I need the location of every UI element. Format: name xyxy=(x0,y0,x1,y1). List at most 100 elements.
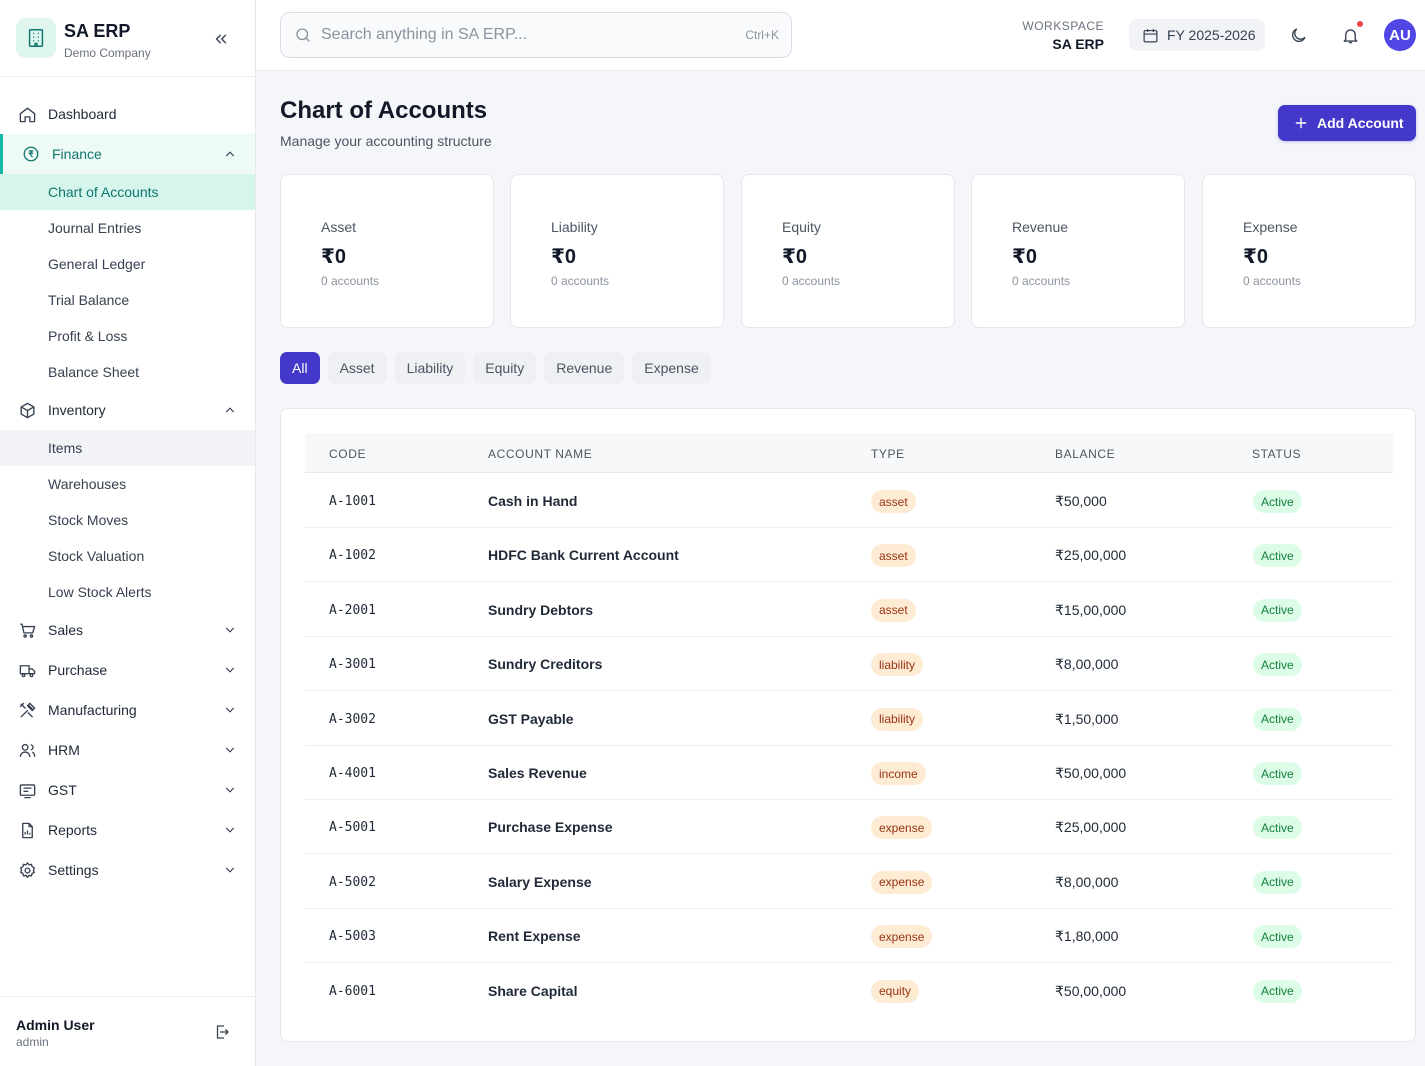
table-header: CODE ACCOUNT NAME TYPE BALANCE STATUS xyxy=(305,433,1393,473)
account-code: A-1001 xyxy=(329,494,376,509)
column-header-status[interactable]: STATUS xyxy=(1252,447,1302,461)
sidebar-item-low-stock-alerts[interactable]: Low Stock Alerts xyxy=(48,584,152,600)
chevron-down-icon xyxy=(222,782,238,798)
sidebar-item-warehouses[interactable]: Warehouses xyxy=(48,476,127,492)
notification-dot xyxy=(1356,20,1364,28)
sidebar-item-balance-sheet[interactable]: Balance Sheet xyxy=(48,364,140,380)
summary-card-asset: Asset ₹0 0 accounts xyxy=(280,174,494,328)
account-name: Share Capital xyxy=(488,982,578,999)
account-code: A-5001 xyxy=(329,820,376,836)
status-badge: Active xyxy=(1253,598,1302,622)
card-count: 0 accounts xyxy=(551,274,610,288)
filter-tab-expense[interactable]: Expense xyxy=(632,352,711,384)
table-row[interactable]: A-3002 GST Payable liability ₹1,50,000 Activ… xyxy=(305,692,1393,746)
chevron-down-icon xyxy=(222,862,238,878)
column-header-type[interactable]: TYPE xyxy=(871,447,905,461)
box-icon xyxy=(17,400,37,420)
sidebar-item-journal-entries[interactable]: Journal Entries xyxy=(48,220,142,236)
sidebar-item-general-ledger[interactable]: General Ledger xyxy=(48,256,146,272)
collapse-sidebar-icon[interactable] xyxy=(209,27,233,51)
sidebar-item-profit-loss[interactable]: Profit & Loss xyxy=(48,328,128,344)
sidebar-item-gst[interactable]: GST xyxy=(0,770,255,810)
filter-tab-revenue[interactable]: Revenue xyxy=(544,352,625,384)
account-name: Sales Revenue xyxy=(488,765,587,781)
card-label: Liability xyxy=(551,219,598,235)
card-count: 0 accounts xyxy=(1012,274,1071,288)
card-value: ₹0 xyxy=(782,246,808,268)
sidebar-item-items[interactable]: Items xyxy=(0,430,255,466)
sidebar-item-settings[interactable]: Settings xyxy=(0,850,255,890)
sidebar-item-inventory[interactable]: Inventory xyxy=(0,390,255,430)
logout-icon[interactable] xyxy=(211,1021,233,1043)
status-badge: Active xyxy=(1253,816,1302,840)
account-balance: ₹1,50,000 xyxy=(1055,710,1119,727)
filter-tab-all[interactable]: All xyxy=(280,352,320,384)
status-badge: Active xyxy=(1253,870,1302,894)
users-icon xyxy=(17,740,37,760)
add-account-button[interactable]: Add Account xyxy=(1278,105,1416,141)
card-label: Revenue xyxy=(1012,219,1069,235)
fiscal-year-button[interactable]: FY 2025-2026 xyxy=(1129,19,1265,51)
account-balance: ₹25,00,000 xyxy=(1055,819,1127,836)
column-header-account-name[interactable]: ACCOUNT NAME xyxy=(488,447,593,461)
page-subtitle: Manage your accounting structure xyxy=(280,133,492,149)
sidebar-item-stock-valuation[interactable]: Stock Valuation xyxy=(48,548,145,564)
sidebar: SA ERP Demo Company Dashboard Finance Ch… xyxy=(0,0,256,1066)
filter-tab-equity[interactable]: Equity xyxy=(473,352,537,384)
truck-icon xyxy=(17,660,37,680)
account-code: A-4001 xyxy=(329,766,376,781)
table-row[interactable]: A-5003 Rent Expense expense ₹1,80,000 Active xyxy=(305,909,1393,964)
sidebar-item-label: Manufacturing xyxy=(48,702,137,718)
chevron-down-icon xyxy=(222,662,238,678)
type-badge: asset xyxy=(871,544,916,568)
status-badge: Active xyxy=(1253,707,1302,731)
account-name: Purchase Expense xyxy=(488,819,613,836)
type-badge: liability xyxy=(871,707,924,731)
status-badge: Active xyxy=(1253,979,1302,1003)
status-badge: Active xyxy=(1253,925,1302,949)
account-balance: ₹8,00,000 xyxy=(1055,873,1119,890)
filter-tab-liability[interactable]: Liability xyxy=(394,352,466,384)
table-row[interactable]: A-1001 Cash in Hand asset ₹50,000 Active xyxy=(305,474,1393,528)
table-row[interactable]: A-5001 Purchase Expense expense ₹25,00,000 A… xyxy=(305,800,1393,855)
account-name: Rent Expense xyxy=(488,928,581,945)
table-row[interactable]: A-5002 Salary Expense expense ₹8,00,000 Acti… xyxy=(305,855,1393,909)
account-name: Sundry Debtors xyxy=(488,601,594,618)
account-code: A-3001 xyxy=(329,657,376,673)
sidebar-item-reports[interactable]: Reports xyxy=(0,810,255,850)
chevron-down-icon xyxy=(222,822,238,838)
bell-icon[interactable] xyxy=(1339,24,1361,46)
sidebar-item-trial-balance[interactable]: Trial Balance xyxy=(48,292,130,308)
sidebar-item-sales[interactable]: Sales xyxy=(0,610,255,650)
sidebar-item-label: Reports xyxy=(48,822,98,838)
search-box[interactable]: Ctrl+K xyxy=(280,12,792,58)
fiscal-year-label: FY 2025-2026 xyxy=(1167,27,1256,43)
filter-tab-asset[interactable]: Asset xyxy=(327,352,387,384)
account-name: Sundry Creditors xyxy=(488,656,603,673)
sidebar-item-manufacturing[interactable]: Manufacturing xyxy=(0,690,255,730)
account-name: GST Payable xyxy=(488,710,574,727)
avatar[interactable]: AU xyxy=(1384,19,1416,51)
table-row[interactable]: A-1002 HDFC Bank Current Account asset ₹25,… xyxy=(305,528,1393,583)
moon-icon[interactable] xyxy=(1287,24,1309,46)
rupee-circle-icon xyxy=(21,144,41,164)
table-row[interactable]: A-4001 Sales Revenue income ₹50,00,000 Activ… xyxy=(305,746,1393,800)
table-row[interactable]: A-3001 Sundry Creditors liability ₹8,00,000… xyxy=(305,637,1393,692)
search-icon xyxy=(293,25,313,45)
search-input[interactable] xyxy=(321,26,721,44)
column-header-balance[interactable]: BALANCE xyxy=(1055,447,1116,461)
sidebar-item-finance[interactable]: Finance xyxy=(0,134,255,174)
sidebar-item-dashboard[interactable]: Dashboard xyxy=(0,94,255,134)
column-header-code[interactable]: CODE xyxy=(329,447,367,461)
sidebar-item-purchase[interactable]: Purchase xyxy=(0,650,255,690)
sidebar-item-label: HRM xyxy=(48,742,80,758)
table-row[interactable]: A-2001 Sundry Debtors asset ₹15,00,000 Activ… xyxy=(305,583,1393,637)
card-count: 0 accounts xyxy=(782,274,841,288)
user-name: Admin User xyxy=(16,1017,95,1033)
table-row[interactable]: A-6001 Share Capital equity ₹50,00,000 Activ… xyxy=(305,964,1393,1018)
sidebar-item-label: Dashboard xyxy=(48,106,117,122)
sidebar-item-stock-moves[interactable]: Stock Moves xyxy=(48,512,129,528)
sidebar-item-hrm[interactable]: HRM xyxy=(0,730,255,770)
account-balance: ₹25,00,000 xyxy=(1055,547,1127,564)
sidebar-item-chart-of-accounts[interactable]: Chart of Accounts xyxy=(0,174,255,210)
